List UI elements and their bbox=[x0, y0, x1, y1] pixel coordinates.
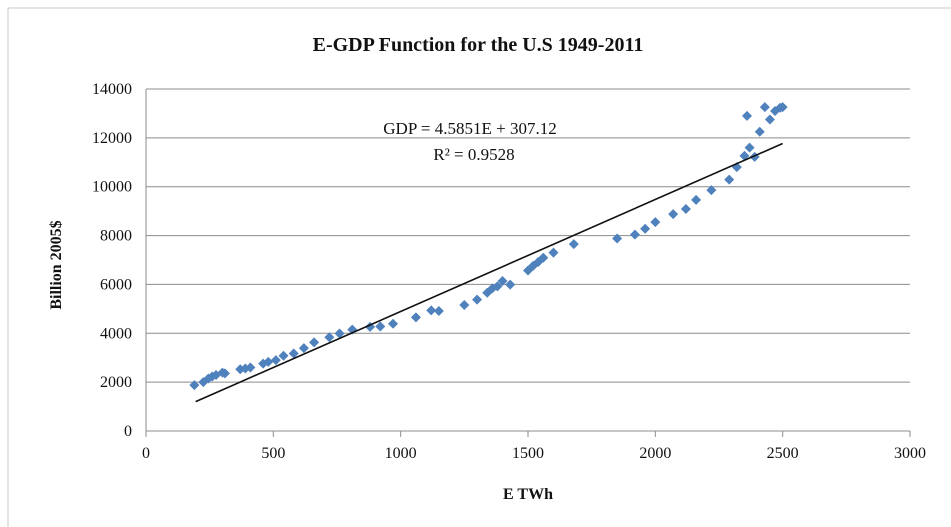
data-point bbox=[680, 203, 691, 214]
data-point bbox=[691, 194, 702, 205]
data-point bbox=[472, 294, 483, 305]
data-point bbox=[764, 114, 775, 125]
y-tick-12000: 12000 bbox=[92, 130, 132, 147]
data-point bbox=[612, 233, 623, 244]
x-tick-0: 0 bbox=[142, 445, 150, 462]
data-point bbox=[433, 306, 444, 317]
data-point bbox=[492, 281, 503, 292]
x-tick-3000: 3000 bbox=[894, 445, 926, 462]
data-point bbox=[744, 142, 755, 153]
x-tick-2000: 2000 bbox=[639, 445, 671, 462]
y-axis-title: Billion 2005$ bbox=[48, 220, 65, 309]
data-point bbox=[754, 126, 765, 137]
data-point bbox=[505, 279, 516, 290]
x-tick-2500: 2500 bbox=[767, 445, 799, 462]
data-point bbox=[245, 362, 256, 373]
data-points bbox=[189, 102, 788, 391]
chart-title: E-GDP Function for the U.S 1949-2011 bbox=[313, 34, 644, 56]
y-tick-10000: 10000 bbox=[92, 179, 132, 196]
x-tick-labels: 0 500 1000 1500 2000 2500 3000 bbox=[142, 431, 926, 462]
data-point bbox=[278, 350, 289, 361]
data-point bbox=[640, 223, 651, 234]
linear-trendline bbox=[195, 142, 783, 403]
y-tick-labels: 0 2000 4000 6000 8000 10000 12000 14000 bbox=[92, 81, 132, 440]
data-point bbox=[375, 321, 386, 332]
data-point bbox=[724, 174, 735, 185]
data-point bbox=[568, 239, 579, 250]
data-point bbox=[298, 343, 309, 354]
data-point bbox=[324, 332, 335, 343]
y-tick-6000: 6000 bbox=[100, 276, 132, 293]
y-tick-0: 0 bbox=[124, 423, 132, 440]
data-point bbox=[777, 102, 788, 113]
y-tick-8000: 8000 bbox=[100, 228, 132, 245]
data-point bbox=[668, 209, 679, 220]
y-tick-2000: 2000 bbox=[100, 374, 132, 391]
data-point bbox=[706, 185, 717, 196]
data-point bbox=[629, 229, 640, 240]
data-point bbox=[263, 356, 274, 367]
data-point bbox=[309, 337, 320, 348]
data-point bbox=[388, 318, 399, 329]
data-point bbox=[219, 368, 230, 379]
x-axis-title: E TWh bbox=[503, 486, 553, 503]
data-point bbox=[410, 312, 421, 323]
data-point bbox=[538, 252, 549, 263]
data-point bbox=[270, 355, 281, 366]
trendline-r-squared: R² = 0.9528 bbox=[433, 145, 514, 164]
data-point bbox=[759, 102, 770, 113]
data-point bbox=[742, 110, 753, 121]
data-point bbox=[548, 247, 559, 258]
y-tick-4000: 4000 bbox=[100, 325, 132, 342]
trendline-equation: GDP = 4.5851E + 307.12 bbox=[383, 119, 556, 138]
data-point bbox=[189, 380, 200, 391]
x-tick-1500: 1500 bbox=[512, 445, 544, 462]
data-point bbox=[288, 348, 299, 359]
data-point bbox=[650, 217, 661, 228]
x-tick-1000: 1000 bbox=[385, 445, 417, 462]
gridlines bbox=[146, 88, 910, 383]
data-point bbox=[334, 328, 345, 339]
data-point bbox=[497, 276, 508, 287]
data-point bbox=[459, 299, 470, 310]
y-tick-14000: 14000 bbox=[92, 81, 132, 98]
x-tick-500: 500 bbox=[261, 445, 285, 462]
data-point bbox=[426, 305, 437, 316]
